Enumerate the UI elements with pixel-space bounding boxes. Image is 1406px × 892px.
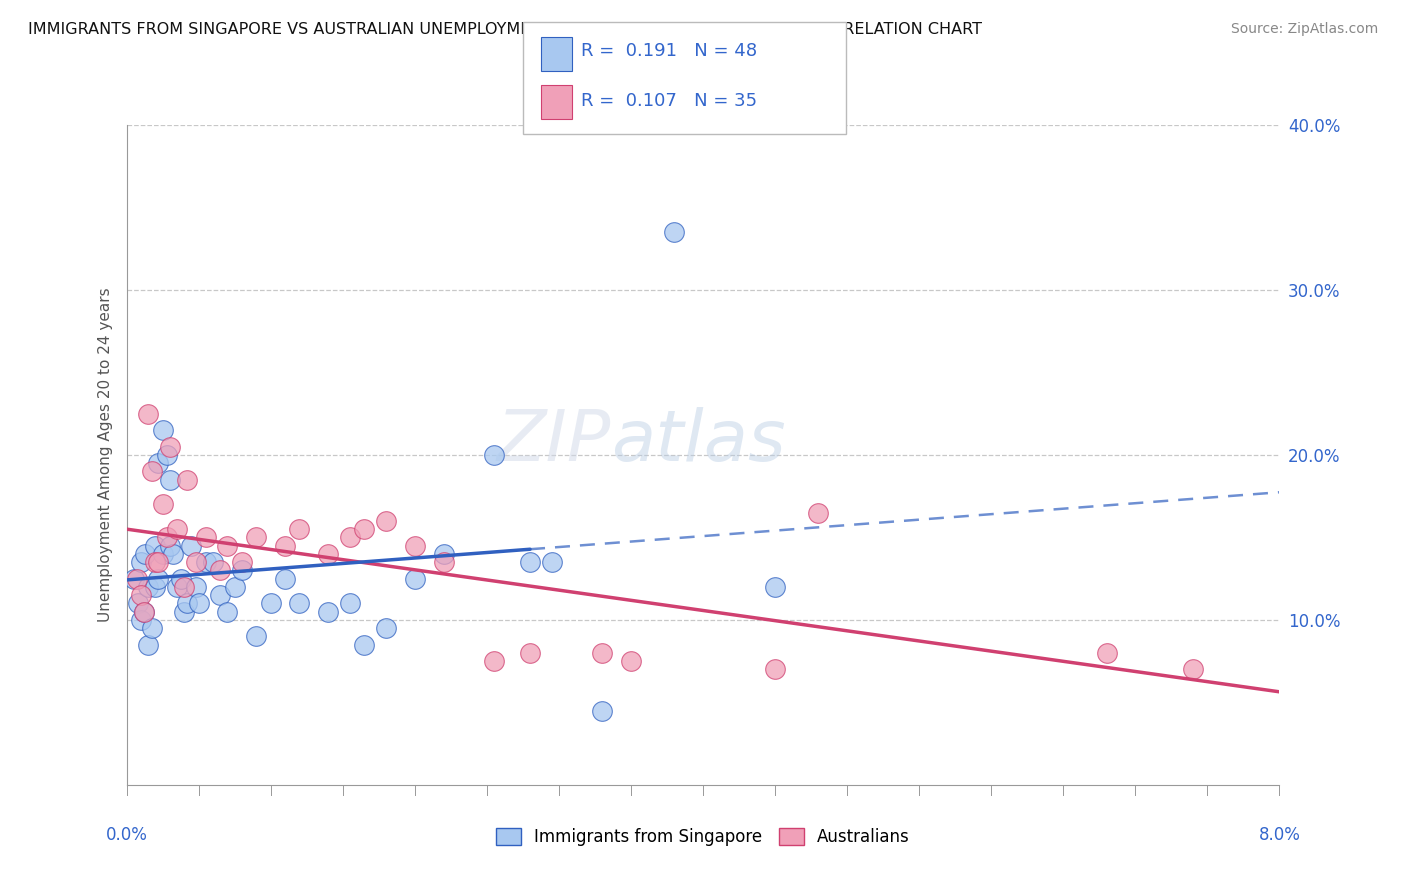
Point (353, 522, 375, 536)
Point (540, 555, 562, 569)
Point (136, 580, 159, 594)
Point (152, 497, 174, 511)
Point (763, 580, 786, 594)
Point (519, 646, 541, 660)
Point (339, 530, 361, 544)
Point (145, 580, 166, 594)
Point (664, 225, 686, 239)
Text: Source: ZipAtlas.com: Source: ZipAtlas.com (1230, 22, 1378, 37)
Point (374, 621, 398, 635)
Point (156, 448, 179, 462)
Point (482, 448, 505, 462)
Point (519, 555, 541, 569)
Point (591, 646, 613, 660)
Point (170, 572, 193, 586)
Point (194, 555, 217, 569)
Point (180, 539, 202, 553)
Text: ZIP: ZIP (496, 408, 610, 476)
Point (245, 630, 267, 644)
Point (374, 514, 398, 528)
Point (217, 605, 239, 619)
Point (159, 440, 181, 454)
Point (1181, 662, 1204, 676)
Point (145, 555, 166, 569)
Y-axis label: Unemployment Among Ages 20 to 24 years: Unemployment Among Ages 20 to 24 years (97, 287, 112, 623)
Point (159, 539, 181, 553)
Point (201, 555, 224, 569)
Point (148, 555, 170, 569)
Point (316, 605, 339, 619)
Point (187, 596, 209, 610)
Point (316, 547, 339, 561)
Point (122, 572, 145, 586)
Point (620, 654, 643, 668)
Point (482, 654, 505, 668)
Point (339, 596, 361, 610)
Point (148, 456, 170, 470)
Point (288, 522, 311, 536)
Point (433, 555, 456, 569)
Point (274, 572, 297, 586)
Point (127, 596, 149, 610)
Point (209, 564, 232, 578)
Point (136, 638, 159, 652)
Text: IMMIGRANTS FROM SINGAPORE VS AUSTRALIAN UNEMPLOYMENT AMONG AGES 20 TO 24 YEARS C: IMMIGRANTS FROM SINGAPORE VS AUSTRALIAN … (28, 22, 983, 37)
Point (136, 407, 159, 421)
Point (145, 539, 166, 553)
Point (245, 530, 267, 544)
Point (132, 605, 155, 619)
Point (259, 596, 281, 610)
Point (176, 473, 198, 487)
Point (125, 572, 148, 586)
Point (162, 547, 184, 561)
Point (141, 464, 163, 478)
Point (184, 555, 207, 569)
Point (231, 564, 253, 578)
Point (166, 522, 188, 536)
Point (194, 530, 217, 544)
Point (184, 580, 207, 594)
Point (591, 704, 613, 718)
Point (288, 596, 311, 610)
Point (1095, 646, 1118, 660)
Text: 0.0%: 0.0% (105, 826, 148, 844)
Text: 8.0%: 8.0% (1258, 826, 1301, 844)
Point (173, 580, 195, 594)
Point (156, 530, 179, 544)
Text: atlas: atlas (610, 408, 786, 476)
Point (353, 638, 375, 652)
Point (217, 539, 239, 553)
Point (433, 547, 456, 561)
Point (129, 613, 152, 627)
Point (404, 539, 426, 553)
Point (141, 621, 163, 635)
Point (224, 580, 246, 594)
Point (166, 580, 188, 594)
Point (132, 605, 155, 619)
Point (404, 572, 426, 586)
Point (807, 506, 830, 520)
Point (176, 596, 198, 610)
Text: R =  0.191   N = 48: R = 0.191 N = 48 (581, 43, 756, 61)
Text: R =  0.107   N = 35: R = 0.107 N = 35 (581, 92, 756, 110)
Point (159, 473, 181, 487)
Legend: Immigrants from Singapore, Australians: Immigrants from Singapore, Australians (489, 821, 917, 853)
Point (129, 555, 152, 569)
Point (173, 605, 195, 619)
Point (274, 539, 297, 553)
Point (763, 662, 786, 676)
Point (129, 588, 152, 602)
Point (152, 547, 174, 561)
Point (134, 547, 156, 561)
Point (148, 572, 170, 586)
Point (231, 555, 253, 569)
Point (209, 588, 232, 602)
Point (152, 423, 174, 437)
